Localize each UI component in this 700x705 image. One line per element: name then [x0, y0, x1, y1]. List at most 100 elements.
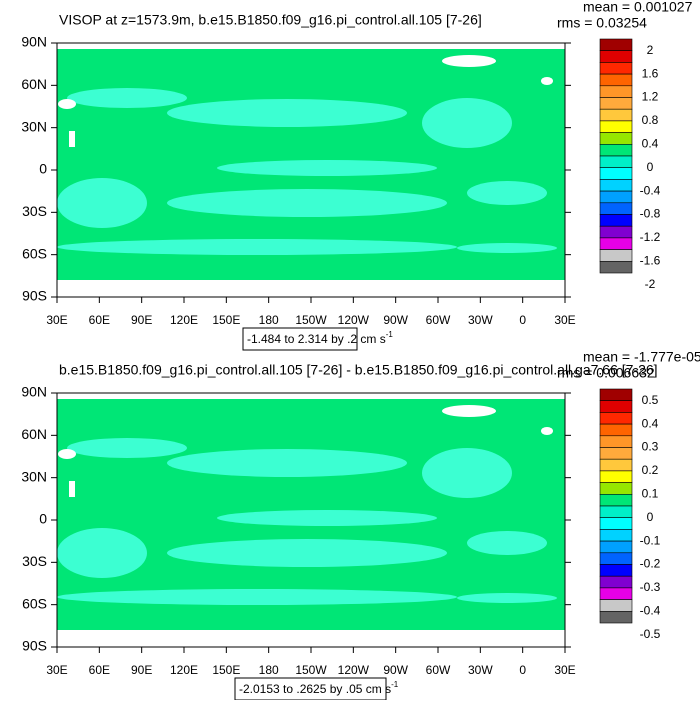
- colorbar-box: [599, 144, 633, 157]
- x-tick-label: 60E: [89, 663, 110, 677]
- x-tick-label: 30W: [468, 313, 493, 327]
- colorbar-box: [599, 155, 633, 168]
- x-tick-label: 90E: [131, 663, 152, 677]
- x-tick-label: 180: [259, 313, 279, 327]
- colorbar-box: [599, 50, 633, 63]
- colorbar-label: 0.2: [642, 463, 659, 477]
- colorbar-box: [599, 132, 633, 145]
- y-tick-label: 60N: [21, 76, 47, 92]
- panel-2: [57, 393, 565, 647]
- colorbar-box: [599, 435, 633, 448]
- stat-mean: mean = 0.001027: [583, 0, 693, 15]
- map-field: [57, 43, 565, 297]
- y-tick-label: 90N: [21, 384, 47, 400]
- stat-rms: rms = 0.006632: [557, 365, 655, 381]
- x-tick-label: 120E: [170, 663, 198, 677]
- colorbar-box: [599, 517, 633, 530]
- x-tick-label: 30W: [468, 663, 493, 677]
- panel-annotations: b.e15.B1850.f09_g16.pi_control.all.105 […: [21, 349, 700, 701]
- range-box: [242, 327, 358, 351]
- colorbar-box: [599, 108, 633, 122]
- colorbar-box: [599, 97, 633, 110]
- colorbar-label: 1.6: [642, 66, 659, 80]
- stat-rms: rms = 0.03254: [557, 15, 647, 31]
- panel-1: [57, 43, 565, 297]
- x-tick-label: 30E: [554, 313, 575, 327]
- range-exponent: -1: [386, 330, 394, 339]
- colorbar-label: -0.8: [640, 207, 661, 221]
- x-tick-label: 60E: [89, 313, 110, 327]
- stat-mean: mean = -1.777e-05: [583, 349, 700, 365]
- y-tick-label: 60N: [21, 426, 47, 442]
- y-tick-label: 0: [39, 161, 47, 177]
- colorbar-box: [599, 482, 633, 495]
- x-tick-label: 90W: [383, 663, 408, 677]
- colorbar-box: [599, 610, 633, 624]
- colorbar-box: [599, 120, 633, 133]
- colorbar-box: [599, 599, 633, 612]
- x-tick-label: 150W: [295, 313, 327, 327]
- colorbar-label: 1.2: [642, 90, 659, 104]
- colorbar-box: [599, 412, 633, 425]
- colorbar-box: [599, 190, 633, 204]
- y-tick-label: 30S: [22, 553, 47, 569]
- colorbar-label: -0.3: [640, 580, 661, 594]
- x-tick-label: 120W: [338, 313, 370, 327]
- colorbar-label: -0.2: [640, 557, 661, 571]
- colorbar-label: 0.5: [642, 393, 659, 407]
- x-tick-label: 30E: [46, 313, 67, 327]
- x-tick-label: 150E: [212, 313, 240, 327]
- colorbar-box: [599, 529, 633, 542]
- x-tick-label: 30E: [554, 663, 575, 677]
- x-tick-label: 150W: [295, 663, 327, 677]
- colorbar-box: [599, 540, 633, 554]
- y-tick-label: 30N: [21, 118, 47, 134]
- range-text: -2.0153 to .2625 by .05 cm s: [239, 682, 391, 696]
- x-tick-label: 120W: [338, 663, 370, 677]
- colorbar-label: 0.8: [642, 113, 659, 127]
- range-exponent: -1: [391, 680, 399, 689]
- colorbar-box: [599, 552, 633, 565]
- x-tick-label: 30E: [46, 663, 67, 677]
- colorbar-box: [599, 423, 633, 437]
- y-tick-label: 60S: [22, 595, 47, 611]
- colorbar-box: [599, 62, 633, 75]
- x-tick-label: 0: [519, 663, 526, 677]
- panel-title: VISOP at z=1573.9m, b.e15.B1850.f09_g16.…: [59, 12, 482, 28]
- colorbar-box: [599, 458, 633, 472]
- x-tick-label: 60W: [426, 313, 451, 327]
- colorbar-box: [599, 38, 633, 51]
- colorbar-label: -0.1: [640, 533, 661, 547]
- y-tick-label: 30S: [22, 203, 47, 219]
- colorbar-box: [599, 237, 633, 250]
- y-tick-label: 90N: [21, 34, 47, 50]
- colorbar-box: [599, 225, 633, 239]
- colorbar-label: -0.4: [640, 603, 661, 617]
- panel-annotations: VISOP at z=1573.9m, b.e15.B1850.f09_g16.…: [21, 0, 693, 351]
- colorbar-label: 0: [647, 510, 654, 524]
- colorbar-label: -1.2: [640, 230, 661, 244]
- colorbar-label: 0.3: [642, 440, 659, 454]
- colorbar-label: -0.4: [640, 183, 661, 197]
- colorbar-label: 2: [647, 43, 654, 57]
- colorbar-box: [599, 400, 633, 413]
- panel-title: b.e15.B1850.f09_g16.pi_control.all.105 […: [59, 362, 658, 378]
- colorbar-label: 0.4: [642, 416, 659, 430]
- colorbar-label: -2: [645, 277, 656, 291]
- x-tick-label: 90W: [383, 313, 408, 327]
- colorbar-box: [599, 179, 633, 192]
- y-tick-label: 30N: [21, 468, 47, 484]
- x-tick-label: 180: [259, 663, 279, 677]
- colorbar-box: [599, 505, 633, 518]
- colorbar-box: [599, 447, 633, 460]
- y-tick-label: 60S: [22, 245, 47, 261]
- colorbar-box: [599, 564, 633, 577]
- y-tick-label: 0: [39, 511, 47, 527]
- colorbar-box: [599, 470, 633, 483]
- x-tick-label: 90E: [131, 313, 152, 327]
- x-tick-label: 120E: [170, 313, 198, 327]
- colorbar-box: [599, 493, 633, 507]
- colorbar-box: [599, 85, 633, 98]
- range-label: -2.0153 to .2625 by .05 cm s-1: [239, 680, 399, 696]
